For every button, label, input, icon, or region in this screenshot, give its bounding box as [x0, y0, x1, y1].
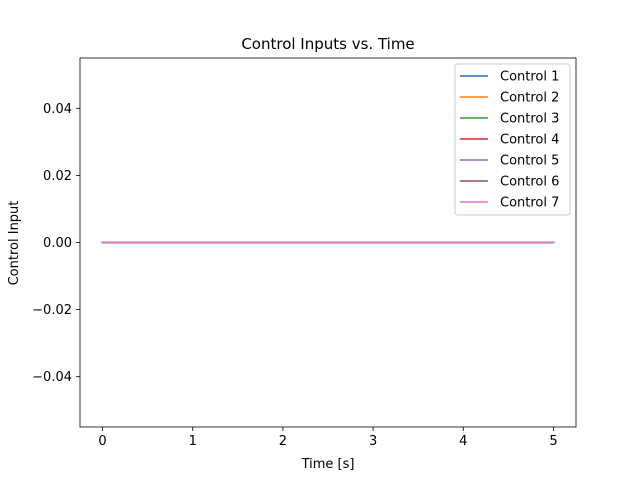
axes: 0 1 2 3 4 5 −0.04 −0.02 0.00 0.02 0.04 [32, 57, 577, 449]
y-axis-label: Control Input [7, 201, 22, 286]
legend-label-4: Control 4 [500, 133, 559, 148]
legend-box [454, 63, 571, 216]
y-tick-label: −0.02 [32, 303, 72, 318]
chart-title: Control Inputs vs. Time [241, 35, 414, 53]
x-tick-label: 2 [279, 434, 287, 449]
y-tick-label: 0.02 [43, 169, 72, 184]
x-tick-label: 5 [549, 434, 557, 449]
legend-label-1: Control 1 [500, 70, 559, 85]
y-tick-label: 0.00 [43, 236, 72, 251]
legend-label-3: Control 3 [500, 112, 559, 127]
x-tick-label: 4 [459, 434, 467, 449]
y-tick-label: 0.04 [43, 102, 72, 117]
legend-label-6: Control 6 [500, 175, 559, 190]
x-axis-label: Time [s] [301, 457, 355, 472]
x-tick-label: 1 [189, 434, 197, 449]
x-tick-label: 0 [98, 434, 106, 449]
x-tick-label: 3 [369, 434, 377, 449]
legend-label-2: Control 2 [500, 91, 559, 106]
y-tick-label: −0.04 [32, 370, 72, 385]
legend: Control 1 Control 2 Control 3 Control 4 Cont… [454, 63, 571, 216]
legend-label-7: Control 7 [500, 196, 559, 211]
legend-label-5: Control 5 [500, 154, 559, 169]
